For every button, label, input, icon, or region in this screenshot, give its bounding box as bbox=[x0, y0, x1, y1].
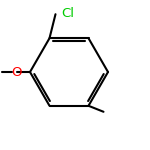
Text: O: O bbox=[11, 66, 22, 78]
Text: Cl: Cl bbox=[61, 7, 75, 20]
